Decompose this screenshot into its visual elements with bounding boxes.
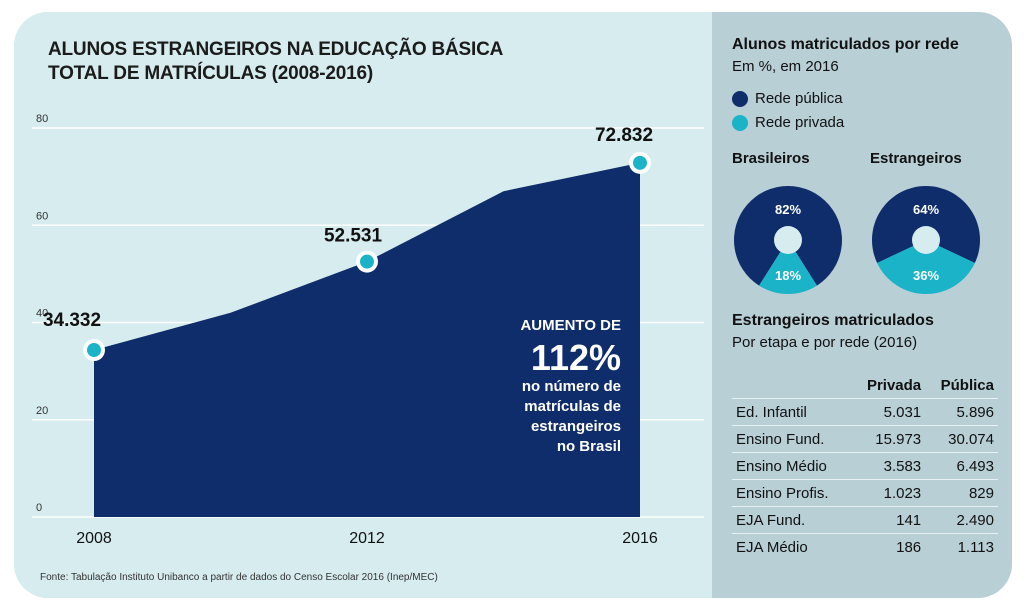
table-header-row: Privada Pública: [732, 372, 998, 399]
y-tick-label: 40: [36, 308, 48, 320]
table-row: Ensino Profis. 1.023 829: [732, 479, 998, 507]
y-tick-label: 80: [36, 113, 48, 125]
legend-label-privada: Rede privada: [755, 114, 845, 131]
cell-privada: 15.973: [851, 425, 926, 453]
table-row: EJA Fund. 141 2.490: [732, 506, 998, 534]
y-tick-label: 0: [36, 502, 42, 514]
annotation-line3: matrículas de: [524, 398, 621, 415]
data-label: 52.531: [324, 226, 383, 247]
cell-privada: 1.023: [851, 479, 926, 507]
cell-privada: 3.583: [851, 452, 926, 480]
enrollment-table: Privada Pública Ed. Infantil 5.031 5.896…: [732, 372, 998, 560]
table-header-blank: [732, 372, 851, 399]
pie-chart-brasileiros: 82% 18%: [734, 186, 842, 294]
legend-item-privada: Rede privada: [732, 114, 844, 131]
pie-slice-privada: [759, 240, 817, 294]
annotation-big: 112%: [531, 337, 621, 378]
annotation-line4: estrangeiros: [531, 418, 621, 435]
cell-publica: 30.074: [925, 425, 998, 453]
y-tick-label: 60: [36, 210, 48, 222]
legend-swatch-publica: [732, 90, 748, 107]
annotation-line1: AUMENTO DE: [520, 317, 621, 334]
pie-title-brasileiros: Brasileiros: [732, 150, 810, 167]
row-label: Ensino Profis.: [732, 479, 852, 507]
data-point: [87, 343, 101, 358]
pie-slice-privada: [877, 240, 975, 294]
cell-publica: 829: [925, 479, 998, 507]
cell-publica: 5.896: [925, 398, 998, 426]
right-panel-title: Alunos matriculados por rede: [732, 36, 959, 53]
pie-label-publica: 82%: [775, 202, 801, 217]
cell-privada: 5.031: [851, 398, 926, 426]
area-chart-panel: ALUNOS ESTRANGEIROS NA EDUCAÇÃO BÁSICA T…: [14, 12, 712, 598]
legend-item-publica: Rede pública: [732, 90, 843, 107]
legend-label-publica: Rede pública: [755, 90, 843, 107]
cell-publica: 2.490: [925, 506, 998, 534]
data-label: 34.332: [43, 310, 101, 331]
x-tick-label: 2016: [622, 530, 658, 547]
y-tick-label: 20: [36, 405, 48, 417]
infographic-card: ALUNOS ESTRANGEIROS NA EDUCAÇÃO BÁSICA T…: [14, 12, 1012, 598]
cell-publica: 1.113: [925, 533, 998, 560]
x-tick-label: 2012: [349, 530, 385, 547]
chart-title-line1: ALUNOS ESTRANGEIROS NA EDUCAÇÃO BÁSICA: [48, 39, 504, 60]
table-row: Ensino Médio 3.583 6.493: [732, 452, 998, 480]
row-label: Ed. Infantil: [732, 398, 852, 426]
table-title: Estrangeiros matriculados: [732, 312, 934, 329]
table-row: EJA Médio 186 1.113: [732, 533, 998, 560]
pie-hole: [774, 226, 802, 254]
cell-privada: 186: [851, 533, 926, 560]
pie-hole: [912, 226, 940, 254]
right-panel: Alunos matriculados por rede Em %, em 20…: [712, 12, 1012, 598]
data-point: [633, 155, 647, 170]
table-header-publica: Pública: [940, 376, 994, 394]
row-label: EJA Médio: [732, 533, 852, 560]
table-row: Ed. Infantil 5.031 5.896: [732, 398, 998, 426]
right-panel-subtitle: Em %, em 2016: [732, 58, 839, 75]
pie-label-privada: 36%: [913, 268, 939, 283]
table-header-privada: Privada: [866, 376, 922, 394]
pie-label-publica: 64%: [913, 202, 939, 217]
row-label: EJA Fund.: [732, 506, 852, 534]
legend-swatch-privada: [732, 114, 748, 131]
cell-privada: 141: [851, 506, 926, 534]
data-point: [360, 254, 374, 269]
cell-publica: 6.493: [925, 452, 998, 480]
pie-slice-publica: [872, 186, 980, 263]
data-label: 72.832: [595, 125, 653, 146]
area-chart: 0 20 40 60 80 2008 2012 2016 34.332 52.531 72.832 A…: [32, 113, 704, 547]
pie-label-privada: 18%: [775, 268, 801, 283]
row-label: Ensino Médio: [732, 452, 852, 480]
area-series: [94, 162, 640, 517]
chart-title: ALUNOS ESTRANGEIROS NA EDUCAÇÃO BÁSICA T…: [48, 38, 503, 86]
pie-chart-estrangeiros: 64% 36%: [872, 186, 980, 294]
chart-title-line2: TOTAL DE MATRÍCULAS (2008-2016): [48, 63, 373, 84]
row-label: Ensino Fund.: [732, 425, 852, 453]
pie-title-estrangeiros: Estrangeiros: [870, 150, 962, 167]
x-tick-label: 2008: [76, 530, 112, 547]
annotation-line2: no número de: [522, 378, 621, 395]
source-note: Fonte: Tabulação Instituto Unibanco a pa…: [40, 572, 438, 583]
table-row: Ensino Fund. 15.973 30.074: [732, 425, 998, 453]
annotation-line5: no Brasil: [557, 438, 621, 455]
table-subtitle: Por etapa e por rede (2016): [732, 334, 918, 351]
